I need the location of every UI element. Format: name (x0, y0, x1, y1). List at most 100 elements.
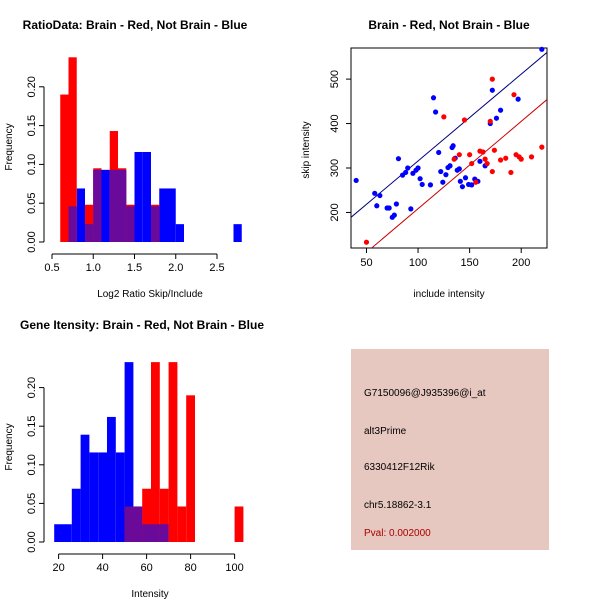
scatter-y-axis-label: skip intensity (301, 121, 312, 178)
intensity-bars (54, 362, 244, 542)
scatter-point-notbrain (393, 201, 399, 207)
ratio-bar-brain (85, 204, 94, 242)
ratio-x-tick-label: 2.5 (209, 262, 224, 274)
scatter-plot-frame (350, 47, 548, 249)
scatter-point-notbrain (438, 168, 444, 175)
scatter-point-brain (508, 169, 514, 176)
intensity-bar-notbrain (107, 416, 116, 542)
intensity-y-tick-label: 0.00 (26, 531, 38, 552)
scatter-point-brain (518, 156, 524, 162)
scatter-point-notbrain (405, 165, 411, 171)
scatter-point-brain (441, 114, 447, 120)
scatter-point-brain (539, 144, 545, 150)
ratio-x-tick-label: 1.5 (127, 262, 142, 274)
scatter-point-notbrain (386, 205, 392, 211)
ratio-bar-overlap (126, 206, 135, 242)
intensity-x-tick-label: 40 (96, 562, 108, 574)
scatter-point-notbrain (497, 107, 504, 113)
scatter-point-brain (456, 152, 462, 158)
ratio-bar-notbrain (142, 151, 151, 242)
info-panel-background (351, 349, 549, 550)
scatter-x-tick-label: 200 (512, 257, 530, 269)
intensity-x-tick-label: 60 (140, 562, 152, 574)
scatter-point-brain (482, 156, 488, 162)
scatter-point-notbrain (447, 163, 453, 169)
intensity-bar-notbrain (89, 452, 99, 542)
intensity-bar-brain (186, 395, 195, 542)
ratio-bar-notbrain (134, 151, 143, 242)
scatter-y-tick-label: 300 (329, 159, 341, 177)
scatter-point-notbrain (417, 176, 423, 182)
ratio-y-tick-label: 0.10 (26, 154, 38, 175)
scatter-point-brain (489, 168, 495, 175)
intensity-bar-notbrain (115, 452, 125, 542)
intensity-bar-overlap (151, 524, 160, 542)
scatter-chart-title: Brain - Red, Not Brain - Blue (368, 18, 530, 32)
info-panel: G7150096@J935396@i_at alt3Prime 6330412F… (351, 349, 549, 550)
ratio-chart-title: RatioData: Brain - Red, Not Brain - Blue (23, 18, 248, 32)
scatter-y-tick-label: 400 (329, 114, 341, 132)
ratio-y-tick-label: 0.15 (26, 115, 38, 136)
scatter-point-notbrain (440, 179, 446, 185)
intensity-bar-notbrain (80, 434, 90, 542)
ratio-bar-overlap (118, 169, 127, 242)
intensity-y-tick-label: 0.20 (26, 377, 38, 398)
intensity-bar-overlap (124, 506, 134, 542)
scatter-point-notbrain (443, 172, 449, 178)
scatter-point-brain (363, 239, 370, 245)
scatter-point-brain (503, 155, 509, 161)
scatter-point-notbrain (415, 165, 421, 171)
scatter-point-notbrain (403, 169, 409, 176)
ratio-bar-notbrain (159, 188, 168, 242)
intensity-x-tick-label: 80 (184, 562, 196, 574)
ratio-x-axis-label: Log2 Ratio Skip/Include (97, 289, 203, 300)
ratio-bars (60, 57, 242, 243)
chromosome-location-text: chr5.18862-3.1 (364, 500, 432, 511)
scatter-point-brain (469, 160, 475, 167)
blue-fit-line (351, 52, 547, 218)
scatter-point-notbrain (374, 203, 380, 209)
probe-id-text: G7150096@J935396@i_at (364, 388, 486, 399)
scatter-point-brain (511, 92, 517, 98)
scatter-point-notbrain (419, 181, 425, 188)
scatter-point-brain (451, 156, 457, 162)
scatter-point-notbrain (450, 143, 456, 149)
intensity-scatter: Brain - Red, Not Brain - Blue 50 100 150 20… (301, 18, 548, 300)
scatter-point-notbrain (457, 178, 463, 184)
scatter-axes: 50 100 150 200 200 300 400 500 (329, 70, 530, 269)
ratio-y-tick-label: 0.00 (26, 231, 38, 252)
ratio-bar-overlap (151, 206, 160, 242)
intensity-bar-brain (168, 362, 178, 542)
scatter-point-notbrain (459, 184, 466, 190)
ratio-bar-notbrain (167, 188, 176, 242)
intensity-x-tick-label: 100 (225, 562, 243, 574)
intensity-x-axis-label: Intensity (131, 589, 168, 600)
ratio-axes: 0.5 1.0 1.5 2.0 2.5 0.00 0.05 0.10 0.15 0.20 (26, 76, 225, 274)
intensity-bar-overlap (133, 506, 143, 542)
scatter-point-notbrain (408, 206, 414, 212)
ratio-y-tick-label: 0.05 (26, 192, 38, 213)
scatter-point-brain (480, 149, 486, 155)
intensity-bar-notbrain (98, 452, 107, 542)
scatter-point-notbrain (430, 95, 437, 101)
scatter-point-notbrain (395, 156, 402, 162)
ratio-bar-overlap (85, 224, 94, 242)
scatter-y-tick-label: 200 (329, 203, 341, 221)
scatter-x-axis-label: include intensity (413, 289, 484, 300)
scatter-point-notbrain (377, 192, 383, 199)
ratio-bar-brain (68, 57, 77, 243)
scatter-fit-lines (351, 52, 547, 248)
intensity-y-axis-label: Frequency (4, 423, 15, 470)
intensity-bar-overlap (142, 524, 151, 542)
scatter-point-notbrain (462, 175, 469, 181)
ratio-bar-notbrain (233, 224, 242, 242)
ratio-x-tick-label: 0.5 (44, 262, 59, 274)
intensity-axes: 20 40 60 80 100 0.00 0.05 0.10 0.15 0.20 (26, 377, 244, 574)
event-type-text: alt3Prime (364, 426, 407, 437)
ratio-y-axis-label: Frequency (4, 123, 15, 170)
scatter-point-notbrain (372, 190, 378, 196)
ratio-bar-overlap (109, 169, 118, 242)
scatter-point-notbrain (477, 158, 483, 164)
scatter-point-notbrain (391, 212, 397, 218)
intensity-bar-brain (151, 362, 160, 542)
